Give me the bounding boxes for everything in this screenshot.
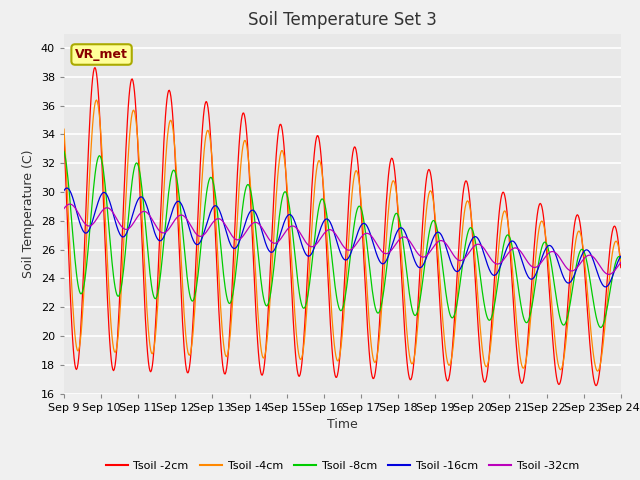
Tsoil -32cm <box>60 205 68 211</box>
Tsoil -16cm <box>411 258 419 264</box>
Tsoil -4cm <box>60 126 68 132</box>
Line: Tsoil -2cm: Tsoil -2cm <box>64 68 621 385</box>
Tsoil -4cm <box>93 97 100 103</box>
Tsoil -2cm <box>617 264 625 270</box>
Line: Tsoil -32cm: Tsoil -32cm <box>64 204 621 275</box>
Tsoil -2cm <box>91 65 99 71</box>
Tsoil -8cm <box>410 312 418 317</box>
Line: Tsoil -16cm: Tsoil -16cm <box>64 188 621 287</box>
Tsoil -32cm <box>128 222 136 228</box>
Text: VR_met: VR_met <box>75 48 128 61</box>
Tsoil -2cm <box>70 355 78 360</box>
Tsoil -16cm <box>60 188 68 193</box>
Tsoil -16cm <box>71 202 79 208</box>
Y-axis label: Soil Temperature (C): Soil Temperature (C) <box>22 149 35 278</box>
Tsoil -8cm <box>214 209 221 215</box>
Tsoil -32cm <box>605 272 613 277</box>
Tsoil -4cm <box>411 351 419 357</box>
Tsoil -32cm <box>617 260 625 265</box>
Tsoil -4cm <box>214 261 222 266</box>
Tsoil -8cm <box>597 324 605 330</box>
Tsoil -2cm <box>411 349 419 355</box>
Tsoil -4cm <box>70 322 78 327</box>
Tsoil -2cm <box>214 292 222 298</box>
Tsoil -32cm <box>71 204 79 210</box>
Line: Tsoil -4cm: Tsoil -4cm <box>64 100 621 371</box>
Tsoil -4cm <box>128 110 136 116</box>
Tsoil -32cm <box>185 219 193 225</box>
Tsoil -8cm <box>426 225 434 230</box>
Tsoil -32cm <box>411 246 419 252</box>
Tsoil -8cm <box>70 247 78 252</box>
Tsoil -2cm <box>185 368 193 374</box>
Tsoil -4cm <box>617 259 625 264</box>
Title: Soil Temperature Set 3: Soil Temperature Set 3 <box>248 11 437 29</box>
Tsoil -16cm <box>185 224 193 229</box>
Tsoil -32cm <box>214 216 222 222</box>
Tsoil -4cm <box>428 188 435 194</box>
Tsoil -32cm <box>428 247 435 253</box>
Tsoil -8cm <box>184 280 192 286</box>
Tsoil -2cm <box>428 174 435 180</box>
Tsoil -8cm <box>127 185 135 191</box>
Tsoil -16cm <box>63 185 71 191</box>
Tsoil -16cm <box>428 241 435 247</box>
Tsoil -16cm <box>128 214 136 219</box>
X-axis label: Time: Time <box>327 418 358 431</box>
Tsoil -8cm <box>617 255 625 261</box>
Tsoil -16cm <box>602 284 609 290</box>
Line: Tsoil -8cm: Tsoil -8cm <box>64 151 621 327</box>
Tsoil -8cm <box>60 148 68 154</box>
Tsoil -32cm <box>67 201 74 207</box>
Tsoil -2cm <box>592 383 600 388</box>
Tsoil -16cm <box>214 205 222 211</box>
Tsoil -4cm <box>185 352 193 358</box>
Legend: Tsoil -2cm, Tsoil -4cm, Tsoil -8cm, Tsoil -16cm, Tsoil -32cm: Tsoil -2cm, Tsoil -4cm, Tsoil -8cm, Tsoi… <box>101 457 584 476</box>
Tsoil -2cm <box>60 133 68 139</box>
Tsoil -4cm <box>594 368 602 374</box>
Tsoil -16cm <box>617 253 625 259</box>
Tsoil -2cm <box>128 76 136 82</box>
